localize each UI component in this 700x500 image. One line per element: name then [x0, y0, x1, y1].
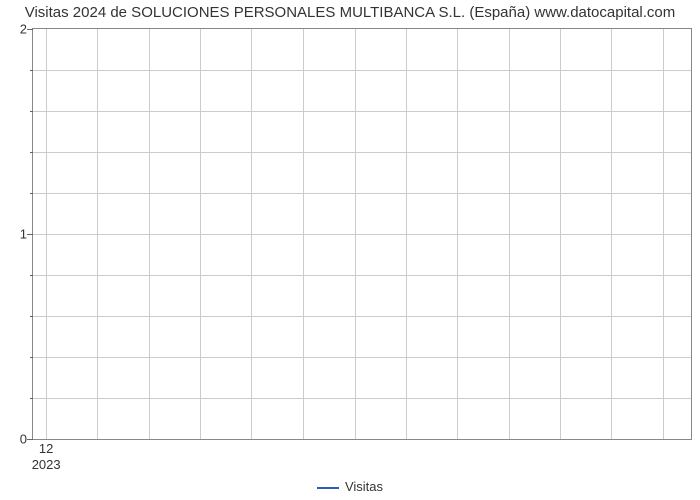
gridline-horizontal — [33, 234, 691, 235]
gridline-horizontal — [33, 357, 691, 358]
ytick-minor-mark — [30, 398, 33, 399]
gridline-horizontal — [33, 398, 691, 399]
ytick-minor-mark — [30, 193, 33, 194]
ytick-minor-mark — [30, 152, 33, 153]
xtick-sublabel: 2023 — [32, 439, 61, 472]
gridline-horizontal — [33, 316, 691, 317]
gridline-horizontal — [33, 70, 691, 71]
ytick-minor-mark — [30, 70, 33, 71]
gridline-horizontal — [33, 111, 691, 112]
legend-label: Visitas — [345, 479, 383, 494]
legend: Visitas — [0, 479, 700, 494]
chart-container: Visitas 2024 de SOLUCIONES PERSONALES MU… — [0, 0, 700, 500]
ytick-minor-mark — [30, 316, 33, 317]
legend-swatch — [317, 487, 339, 489]
chart-title: Visitas 2024 de SOLUCIONES PERSONALES MU… — [0, 4, 700, 21]
gridline-horizontal — [33, 152, 691, 153]
ytick-label: 2 — [20, 22, 33, 37]
plot-area: 012122023 — [32, 28, 692, 440]
ytick-minor-mark — [30, 275, 33, 276]
ytick-minor-mark — [30, 111, 33, 112]
ytick-label: 1 — [20, 227, 33, 242]
ytick-minor-mark — [30, 357, 33, 358]
gridline-horizontal — [33, 275, 691, 276]
gridline-horizontal — [33, 193, 691, 194]
